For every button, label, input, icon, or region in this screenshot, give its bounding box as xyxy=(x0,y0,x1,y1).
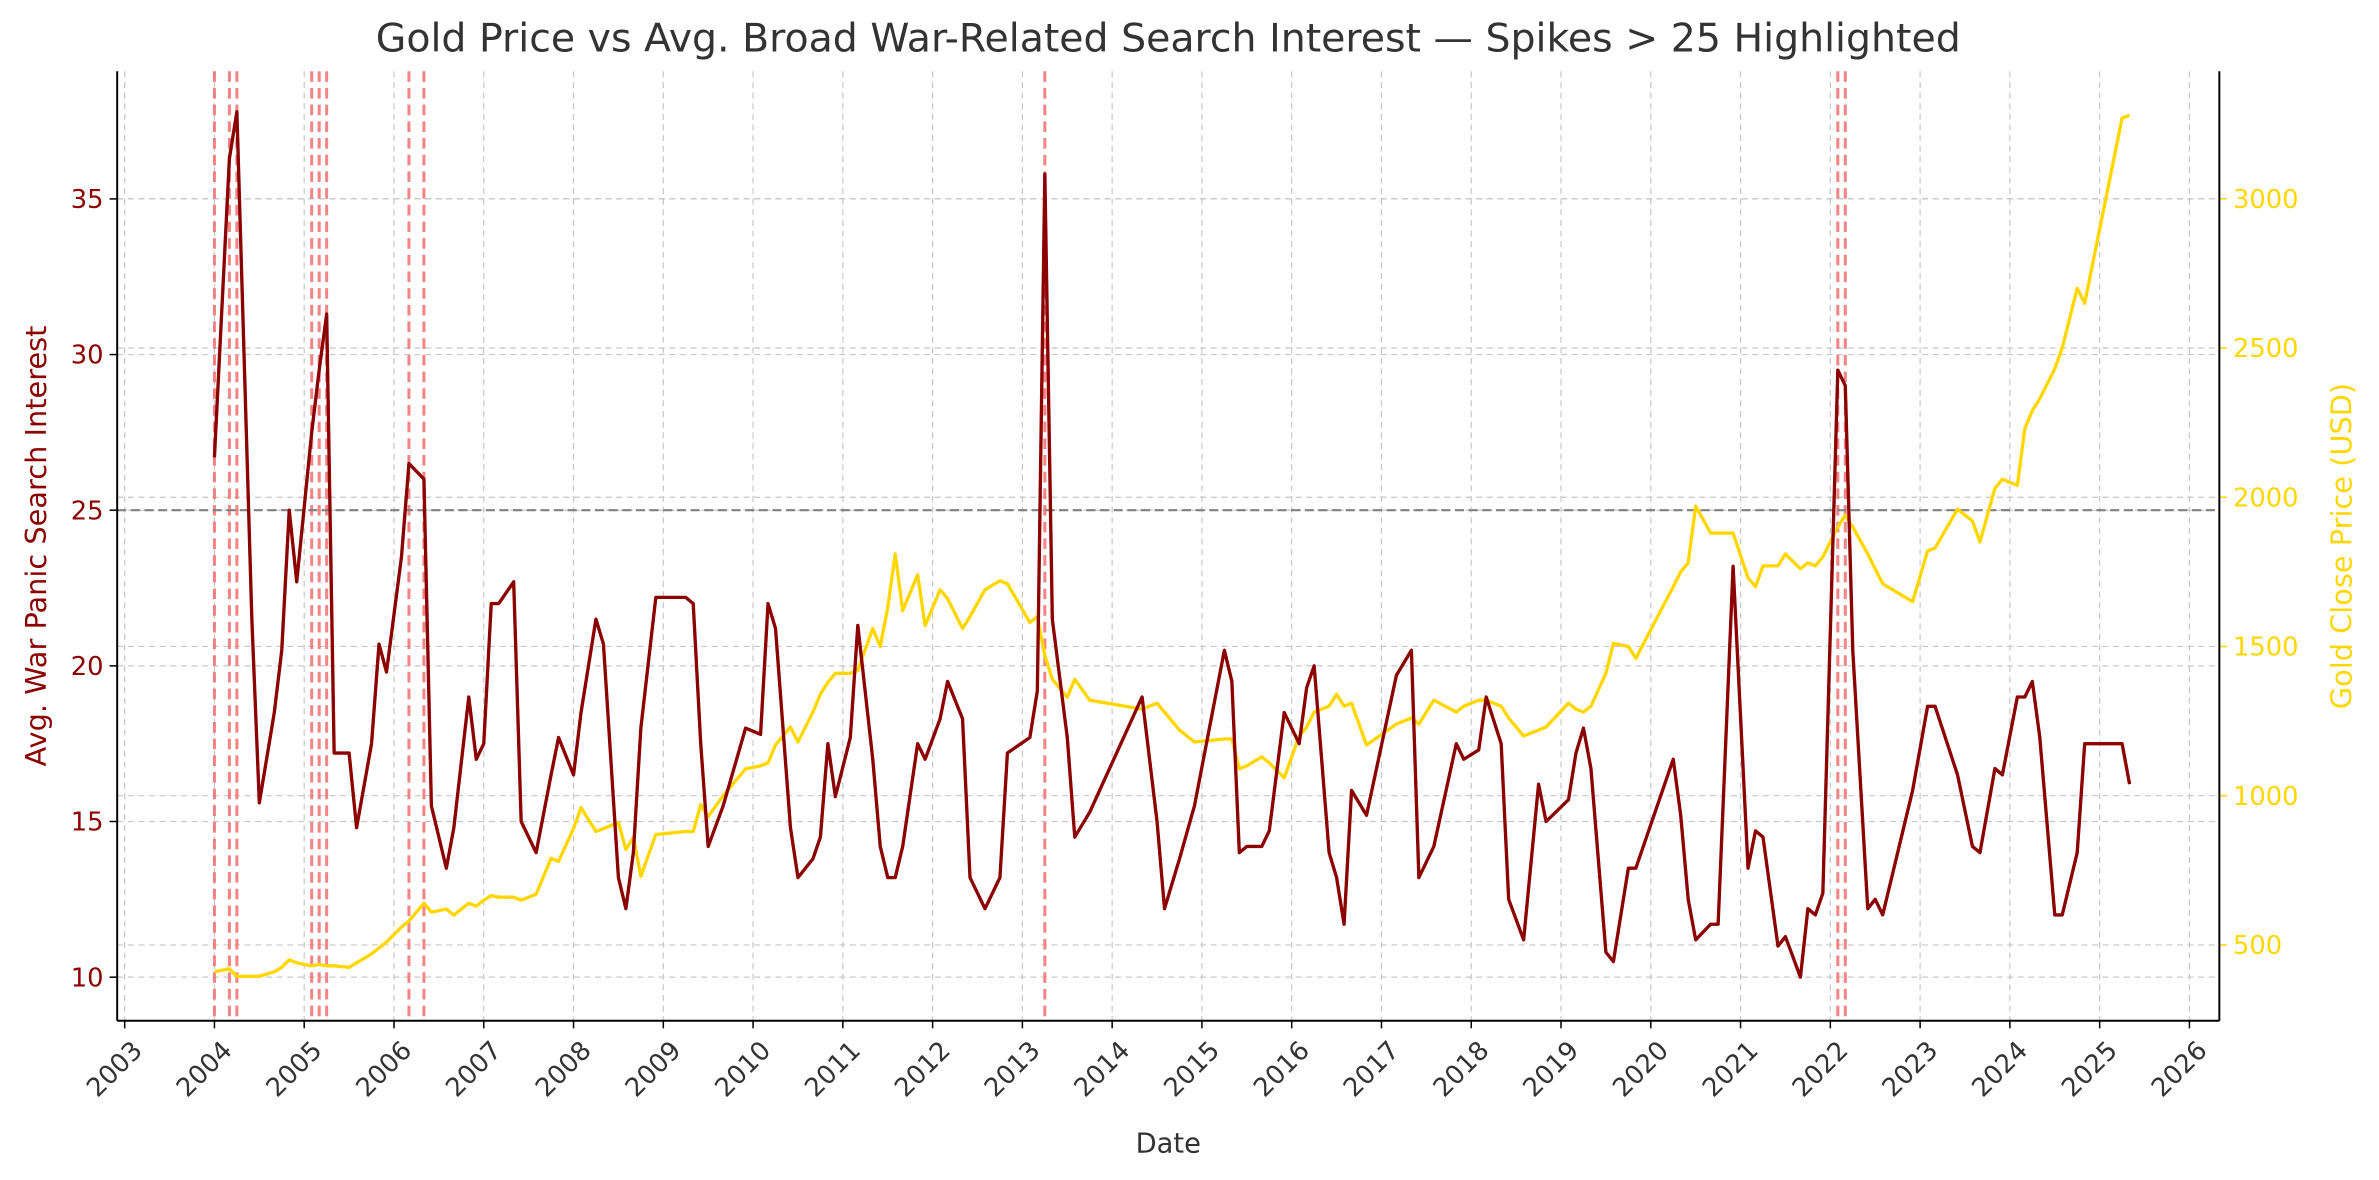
y-tick-label: 15 xyxy=(71,808,104,838)
x-tick-label: 2012 xyxy=(889,1036,957,1104)
x-tick-label: 2019 xyxy=(1517,1036,1585,1104)
x-tick-label: 2026 xyxy=(2146,1036,2214,1104)
x-tick-label: 2004 xyxy=(171,1036,239,1104)
chart-title: Gold Price vs Avg. Broad War-Related Sea… xyxy=(376,16,1961,62)
x-tick-label: 2023 xyxy=(1877,1036,1945,1104)
x-tick-label: 2011 xyxy=(799,1036,867,1104)
x-tick-label: 2022 xyxy=(1787,1036,1855,1104)
y-tick-label: 25 xyxy=(71,496,104,526)
x-tick-label: 2016 xyxy=(1248,1036,1316,1104)
y2-tick-label: 1000 xyxy=(2233,782,2299,812)
x-tick-label: 2024 xyxy=(1966,1036,2034,1104)
x-tick-label: 2014 xyxy=(1069,1036,1137,1104)
x-tick-label: 2007 xyxy=(440,1036,508,1104)
x-tick-label: 2020 xyxy=(1607,1036,1675,1104)
y-tick-label: 20 xyxy=(71,652,104,682)
x-tick-label: 2021 xyxy=(1697,1036,1765,1104)
y2-axis-label: Gold Close Price (USD) xyxy=(2324,383,2358,709)
x-tick-label: 2003 xyxy=(81,1036,149,1104)
y-tick-label: 10 xyxy=(71,963,104,993)
x-tick-label: 2015 xyxy=(1158,1036,1226,1104)
y2-tick-label: 2500 xyxy=(2233,334,2299,364)
x-tick-label: 2013 xyxy=(979,1036,1047,1104)
x-tick-label: 2010 xyxy=(710,1036,778,1104)
y-axis-label: Avg. War Panic Search Interest xyxy=(19,326,53,767)
y2-tick-label: 1500 xyxy=(2233,633,2299,663)
x-tick-label: 2009 xyxy=(620,1036,688,1104)
x-tick-label: 2006 xyxy=(350,1036,418,1104)
y2-tick-label: 3000 xyxy=(2233,185,2299,215)
series-line xyxy=(214,113,2131,978)
series-line xyxy=(212,110,2132,979)
x-axis-label: Date xyxy=(1136,1129,1201,1160)
x-tick-label: 2005 xyxy=(261,1036,329,1104)
y2-tick-label: 500 xyxy=(2233,931,2282,961)
y-tick-label: 30 xyxy=(71,341,104,371)
x-tick-label: 2008 xyxy=(530,1036,598,1104)
x-tick-label: 2018 xyxy=(1428,1036,1496,1104)
y2-tick-label: 2000 xyxy=(2233,483,2299,513)
y-tick-label: 35 xyxy=(71,185,104,215)
x-tick-label: 2017 xyxy=(1338,1036,1406,1104)
x-tick-label: 2025 xyxy=(2056,1036,2124,1104)
